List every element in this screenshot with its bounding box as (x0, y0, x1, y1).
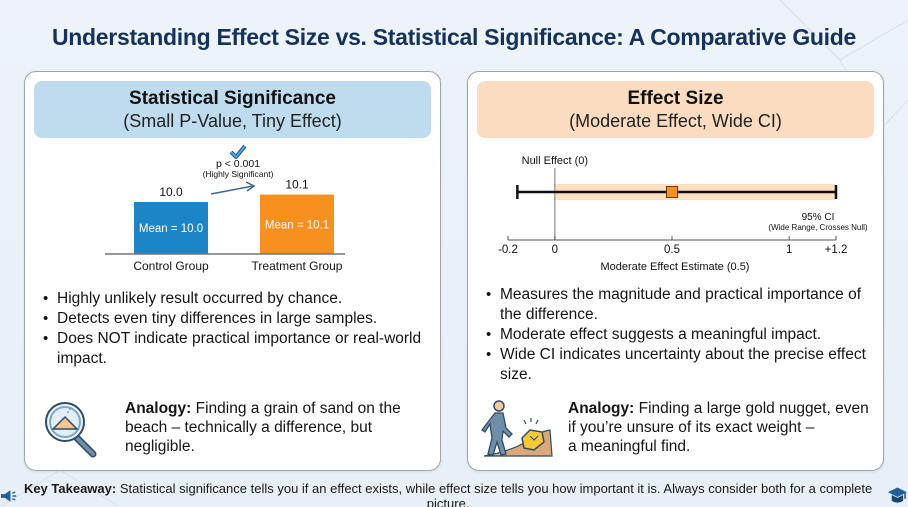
analogy-label: Analogy: (125, 400, 192, 417)
bar-category-label: Treatment Group (252, 259, 343, 273)
bullet-item: Wide CI indicates uncertainty about the … (486, 345, 869, 385)
bar-inner-label: Mean = 10.0 (139, 223, 203, 235)
panel-subtitle: (Small P-Value, Tiny Effect) (123, 111, 342, 131)
analogy-block: Analogy: Finding a large gold nugget, ev… (478, 394, 873, 464)
panel-subtitle: (Moderate Effect, Wide CI) (569, 111, 782, 131)
key-takeaway-footer: Key Takeaway: Statistical significance t… (0, 481, 908, 507)
confidence-interval-chart: -0.2 0 0.5 1 +1.2 Null Effect (0) 95% CI (Wi… (498, 155, 868, 273)
analogy-block: Analogy: Finding a grain of sand on the … (35, 394, 430, 464)
analogy-text: Analogy: Finding a grain of sand on the … (125, 399, 430, 456)
bar-value-label: 10.1 (285, 178, 309, 192)
megaphone-icon (0, 490, 17, 502)
bar-treatment (260, 194, 334, 254)
analogy-line: if you’re unsure of its exact weight – (568, 419, 815, 436)
effect-size-bullet-list: Measures the magnitude and practical imp… (486, 285, 869, 385)
p-value-annotation: p < 0.001 (216, 158, 260, 170)
ci-sublabel: (Wide Range, Crosses Null) (768, 223, 867, 232)
analogy-line: Finding a large gold nugget, even (638, 400, 869, 417)
panel-header: Statistical Significance (Small P-Value,… (34, 81, 431, 138)
x-tick-label: 0 (552, 244, 558, 256)
x-tick-label: 0.5 (664, 244, 680, 256)
x-axis-label: Moderate Effect Estimate (0.5) (601, 261, 750, 273)
null-effect-label: Null Effect (0) (522, 155, 588, 167)
statistical-significance-panel: Statistical Significance (Small P-Value,… (24, 71, 441, 471)
x-tick-label: -0.2 (498, 244, 518, 256)
bullet-item: Measures the magnitude and practical imp… (486, 285, 869, 325)
graduation-cap-icon (888, 487, 908, 503)
x-tick-label: 1 (786, 244, 792, 256)
bullet-item: Moderate effect suggests a meaningful im… (486, 325, 869, 345)
p-value-subannotation: (Highly Significant) (203, 169, 274, 179)
page-title: Understanding Effect Size vs. Statistica… (52, 24, 856, 50)
significance-bullet-list: Highly unlikely result occurred by chanc… (43, 289, 426, 369)
ci-label: 95% CI (802, 212, 835, 223)
bullet-item: Does NOT indicate practical importance o… (43, 329, 426, 369)
analogy-label: Analogy: (568, 400, 635, 417)
analogy-text: Analogy: Finding a large gold nugget, ev… (568, 399, 873, 456)
bar-value-label: 10.0 (159, 185, 183, 199)
magnifier-sand-icon (45, 402, 97, 458)
point-estimate-marker (666, 186, 678, 198)
effect-size-panel: Effect Size (Moderate Effect, Wide CI) -… (467, 71, 884, 471)
check-icon (229, 144, 247, 159)
hiker-gold-nugget-icon (481, 400, 553, 457)
analogy-body: Finding a grain of sand on the beach – t… (125, 400, 401, 455)
x-tick-label: +1.2 (825, 244, 848, 256)
takeaway-label: Key Takeaway: (23, 481, 117, 496)
bar-category-label: Control Group (133, 259, 209, 273)
panel-title: Statistical Significance (129, 88, 336, 109)
bar-control (134, 202, 208, 254)
panel-title: Effect Size (627, 88, 724, 109)
bar-chart: 10.0 Mean = 10.0 Control Group 10.1 Mean = 1… (105, 144, 345, 273)
analogy-line: a meaningful find. (568, 438, 691, 455)
bullet-item: Highly unlikely result occurred by chanc… (43, 289, 426, 309)
panel-header: Effect Size (Moderate Effect, Wide CI) (477, 81, 874, 138)
arrow-icon (210, 181, 256, 195)
bar-inner-label: Mean = 10.1 (265, 219, 329, 231)
takeaway-text: Statistical significance tells you if an… (119, 481, 873, 507)
bullet-item: Detects even tiny differences in large s… (43, 309, 426, 329)
